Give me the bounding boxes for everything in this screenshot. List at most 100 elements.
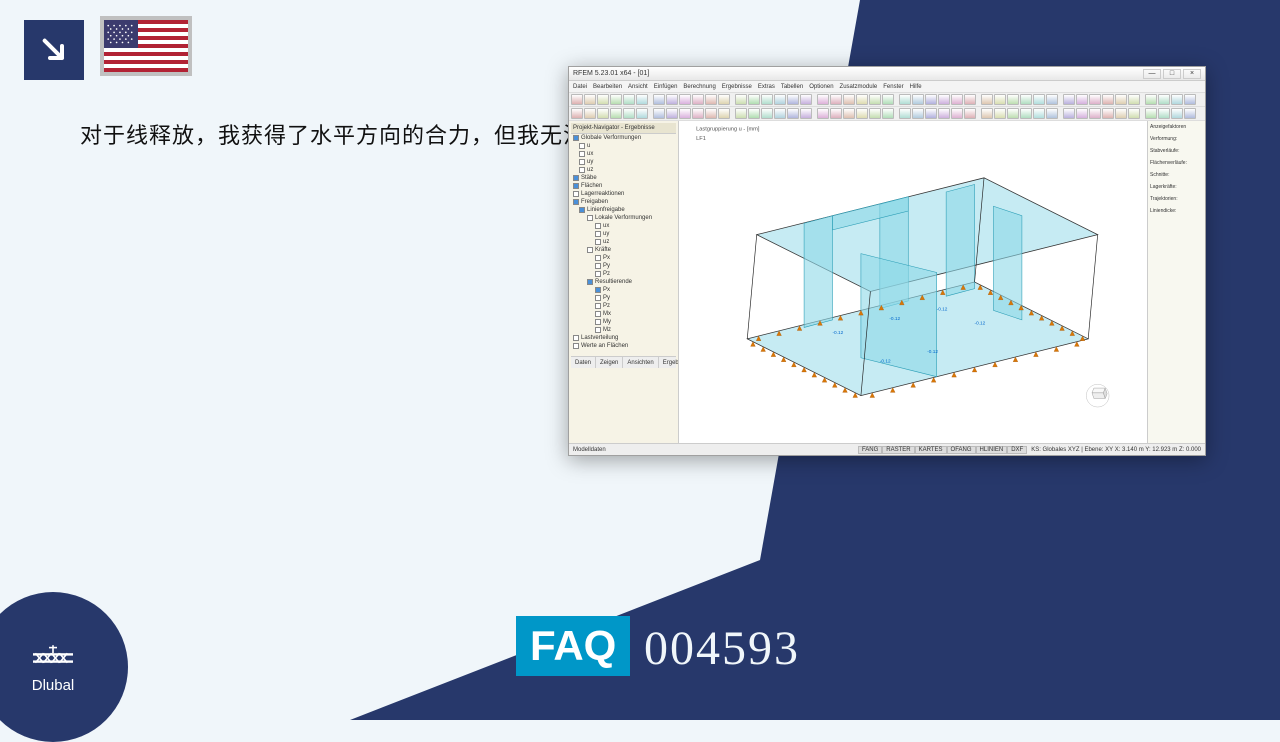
toolbar-button[interactable] — [994, 108, 1006, 119]
toolbar-button[interactable] — [1020, 108, 1032, 119]
toolbar-button[interactable] — [761, 108, 773, 119]
status-box[interactable]: FANG — [858, 446, 882, 454]
tree-item[interactable]: ux — [571, 222, 676, 230]
tree-item[interactable]: uy — [571, 158, 676, 166]
toolbar-button[interactable] — [679, 108, 691, 119]
toolbar-button[interactable] — [925, 108, 937, 119]
toolbar-button[interactable] — [1007, 94, 1019, 105]
checkbox-icon[interactable] — [595, 311, 601, 317]
menu-extras[interactable]: Extras — [758, 84, 775, 90]
tree-item[interactable]: uy — [571, 230, 676, 238]
toolbar-button[interactable] — [1076, 108, 1088, 119]
checkbox-icon[interactable] — [595, 255, 601, 261]
tree-item[interactable]: Stäbe — [571, 174, 676, 182]
toolbar-button[interactable] — [1033, 94, 1045, 105]
toolbar-button[interactable] — [1102, 94, 1114, 105]
tree-item[interactable]: Px — [571, 254, 676, 262]
menu-fenster[interactable]: Fenster — [883, 84, 903, 90]
checkbox-icon[interactable] — [587, 215, 593, 221]
checkbox-icon[interactable] — [595, 287, 601, 293]
tree-item[interactable]: Py — [571, 294, 676, 302]
toolbar-button[interactable] — [636, 108, 648, 119]
tree-item[interactable]: Py — [571, 262, 676, 270]
checkbox-icon[interactable] — [579, 143, 585, 149]
status-box[interactable]: RASTER — [882, 446, 914, 454]
checkbox-icon[interactable] — [595, 319, 601, 325]
tree-tab[interactable]: Ansichten — [623, 357, 658, 368]
close-button[interactable]: × — [1183, 69, 1201, 79]
status-box[interactable]: OFANG — [947, 446, 976, 454]
toolbar-button[interactable] — [964, 94, 976, 105]
tree-item[interactable]: Flächen — [571, 182, 676, 190]
toolbar-button[interactable] — [636, 94, 648, 105]
toolbar-button[interactable] — [1046, 94, 1058, 105]
toolbar-button[interactable] — [610, 94, 622, 105]
toolbar-button[interactable] — [817, 108, 829, 119]
toolbar-button[interactable] — [882, 94, 894, 105]
checkbox-icon[interactable] — [595, 263, 601, 269]
toolbar-button[interactable] — [623, 94, 635, 105]
toolbar-button[interactable] — [1102, 108, 1114, 119]
toolbar-button[interactable] — [666, 94, 678, 105]
toolbar-button[interactable] — [817, 94, 829, 105]
toolbar-button[interactable] — [748, 108, 760, 119]
toolbar-button[interactable] — [1076, 94, 1088, 105]
toolbar-button[interactable] — [994, 94, 1006, 105]
toolbar-button[interactable] — [718, 108, 730, 119]
menu-berechnung[interactable]: Berechnung — [683, 84, 715, 90]
minimize-button[interactable]: — — [1143, 69, 1161, 79]
toolbar-button[interactable] — [800, 94, 812, 105]
tree-item[interactable]: uz — [571, 238, 676, 246]
checkbox-icon[interactable] — [595, 231, 601, 237]
toolbar-button[interactable] — [1115, 108, 1127, 119]
toolbar-button[interactable] — [666, 108, 678, 119]
toolbar-button[interactable] — [774, 94, 786, 105]
toolbar-button[interactable] — [951, 108, 963, 119]
maximize-button[interactable]: □ — [1163, 69, 1181, 79]
toolbar-button[interactable] — [787, 108, 799, 119]
tree-item[interactable]: Px — [571, 286, 676, 294]
toolbar-button[interactable] — [1033, 108, 1045, 119]
tree-item[interactable]: Resultierende — [571, 278, 676, 286]
tree-item[interactable]: Linienfreigabe — [571, 206, 676, 214]
toolbar-button[interactable] — [692, 108, 704, 119]
toolbar-button[interactable] — [951, 94, 963, 105]
checkbox-icon[interactable] — [595, 223, 601, 229]
menu-zusatzmodule[interactable]: Zusatzmodule — [840, 84, 878, 90]
toolbar-button[interactable] — [705, 94, 717, 105]
toolbar-button[interactable] — [1145, 108, 1157, 119]
toolbar-button[interactable] — [1046, 108, 1058, 119]
tree-item[interactable]: Kräfte — [571, 246, 676, 254]
toolbar-button[interactable] — [925, 94, 937, 105]
toolbar-button[interactable] — [882, 108, 894, 119]
toolbar-button[interactable] — [830, 108, 842, 119]
checkbox-icon[interactable] — [595, 327, 601, 333]
toolbar-button[interactable] — [1184, 94, 1196, 105]
toolbar-button[interactable] — [1089, 94, 1101, 105]
tree-item[interactable]: Pz — [571, 302, 676, 310]
status-box[interactable]: HLINIEN — [976, 446, 1008, 454]
checkbox-icon[interactable] — [579, 167, 585, 173]
toolbar-button[interactable] — [1089, 108, 1101, 119]
toolbar-button[interactable] — [610, 108, 622, 119]
viewport-3d[interactable]: Lastgruppierung u - [mm] LF1 — [679, 121, 1147, 443]
toolbar-button[interactable] — [787, 94, 799, 105]
toolbar-button[interactable] — [1158, 94, 1170, 105]
toolbar-button[interactable] — [843, 108, 855, 119]
toolbar-button[interactable] — [705, 108, 717, 119]
toolbar-button[interactable] — [1063, 94, 1075, 105]
checkbox-icon[interactable] — [573, 191, 579, 197]
toolbar-button[interactable] — [899, 108, 911, 119]
tree-item[interactable]: My — [571, 318, 676, 326]
tree-item[interactable]: ux — [571, 150, 676, 158]
checkbox-icon[interactable] — [573, 343, 579, 349]
checkbox-icon[interactable] — [573, 183, 579, 189]
tree-tab[interactable]: Daten — [571, 357, 596, 368]
status-box[interactable]: KARTES — [915, 446, 947, 454]
toolbar-button[interactable] — [653, 94, 665, 105]
tree-item[interactable]: Globale Verformungen — [571, 134, 676, 142]
checkbox-icon[interactable] — [595, 295, 601, 301]
tree-item[interactable]: Pz — [571, 270, 676, 278]
menu-hilfe[interactable]: Hilfe — [910, 84, 922, 90]
menu-ergebnisse[interactable]: Ergebnisse — [722, 84, 752, 90]
